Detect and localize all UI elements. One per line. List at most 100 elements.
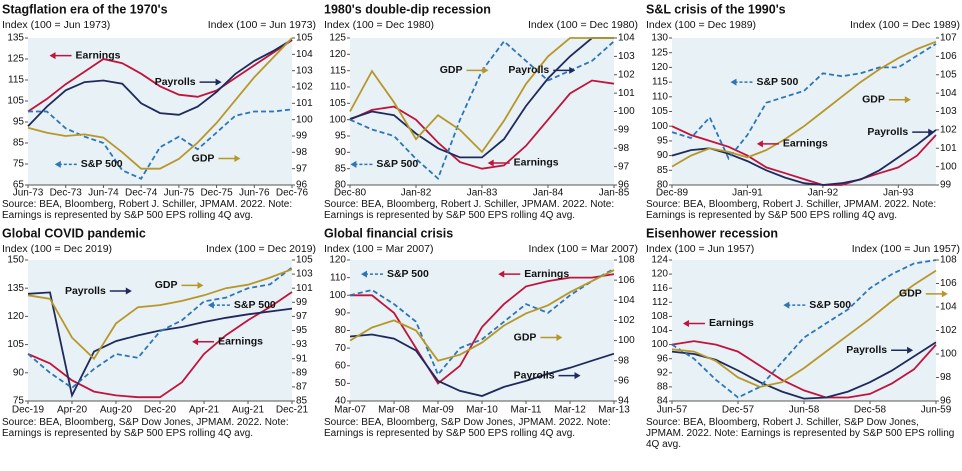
legend-arrowhead	[482, 66, 489, 74]
x-tick-label: Jan-93	[883, 188, 914, 199]
y-tick-label: 85	[657, 165, 669, 176]
y2-tick-label: 101	[618, 88, 635, 99]
plot-area	[350, 260, 614, 401]
y-tick-label: 130	[651, 33, 668, 44]
y-tick-label: 120	[651, 269, 668, 280]
legend-arrowhead	[215, 78, 222, 86]
y-axis-label: Index (100 = Dec 1989)	[646, 19, 756, 31]
source-note: Source: BEA, Bloomberg, S&P Dow Jones, J…	[2, 417, 289, 439]
y2-tick-label: 100	[296, 114, 313, 125]
y-tick-label: 110	[330, 272, 346, 283]
series-line	[349, 37, 614, 154]
y-tick-label: 100	[329, 114, 346, 125]
y2-tick-label: 97	[296, 311, 308, 322]
y-axis-label: Index (100 = Dec 1980)	[324, 19, 434, 31]
x-tick-label: Jan-92	[808, 188, 839, 199]
series-line	[27, 38, 293, 127]
y-tick-label: 120	[651, 62, 668, 73]
x-tick-label: Mar-10	[466, 405, 498, 416]
series-line	[27, 37, 293, 170]
y-tick-label: 115	[652, 77, 668, 88]
legend-label: S&P 500	[376, 158, 418, 170]
y2-tick-label: 100	[940, 349, 957, 360]
legend-label: Payrolls	[65, 285, 106, 297]
legend-label: S&P 500	[756, 76, 798, 88]
series-line	[349, 79, 615, 170]
y2-tick-label: 106	[940, 51, 957, 62]
y-tick-label: 120	[7, 311, 24, 322]
y2-tick-label: 102	[618, 69, 635, 80]
x-tick-label: Aug-21	[232, 405, 265, 416]
y2-tick-label: 97	[296, 163, 308, 174]
legend-arrowhead	[574, 372, 581, 380]
series-line	[671, 125, 937, 186]
legend-label: Payrolls	[867, 126, 908, 138]
x-tick-label: Jun-73	[13, 188, 44, 199]
y2-tick-label: 87	[296, 382, 308, 393]
y-tick-label: 90	[13, 367, 25, 378]
legend-arrowhead	[682, 319, 689, 327]
panel-title: S&L crisis of the 1990's	[646, 2, 786, 16]
series-line	[27, 39, 293, 113]
y2-tick-label: 104	[618, 33, 635, 44]
y2-axis-label: Index (100 = Dec 1989)	[850, 19, 960, 31]
y-tick-label: 80	[335, 180, 347, 191]
legend-arrowhead	[234, 155, 241, 163]
x-tick-label: Dec-19	[12, 405, 45, 416]
y-tick-label: 115	[8, 75, 24, 86]
x-tick-label: Jun-59	[921, 405, 952, 416]
y2-tick-label: 85	[296, 396, 308, 407]
y2-tick-label: 106	[618, 275, 635, 286]
y-tick-label: 115	[330, 65, 346, 76]
y2-tick-label: 104	[296, 49, 313, 60]
legend-label: Earnings	[524, 268, 569, 280]
y2-tick-label: 104	[940, 302, 957, 313]
y-tick-label: 135	[7, 33, 24, 44]
legend-label: GDP	[192, 152, 215, 164]
legend-arrowhead	[756, 140, 763, 148]
y2-tick-label: 98	[618, 143, 630, 154]
y2-tick-label: 94	[618, 396, 630, 407]
y2-tick-label: 101	[940, 143, 957, 154]
series-line	[349, 333, 615, 397]
y2-tick-label: 89	[296, 367, 308, 378]
x-tick-label: Dec-20	[144, 405, 177, 416]
legend-arrowhead	[730, 78, 737, 86]
x-tick-label: Jan-83	[467, 188, 498, 199]
y-tick-label: 95	[657, 136, 669, 147]
legend-label: Earnings	[783, 138, 828, 150]
y-tick-label: 96	[657, 353, 669, 364]
y2-tick-label: 107	[940, 33, 957, 44]
y2-tick-label: 103	[296, 65, 313, 76]
x-tick-label: Mar-07	[334, 405, 366, 416]
legend-label: Payrolls	[155, 76, 196, 88]
panel-title: Stagflation era of the 1970's	[2, 2, 168, 16]
y2-tick-label: 106	[940, 278, 957, 289]
y-tick-label: 150	[7, 255, 24, 266]
legend-arrowhead	[197, 281, 204, 289]
y-tick-label: 110	[652, 91, 668, 102]
y-tick-label: 100	[651, 121, 668, 132]
y-tick-label: 65	[13, 180, 25, 191]
legend-arrowhead	[192, 338, 199, 346]
x-tick-label: Mar-09	[422, 405, 454, 416]
x-tick-label: Apr-20	[57, 405, 87, 416]
panel-title: 1980's double-dip recession	[324, 2, 491, 16]
y-tick-label: 116	[652, 283, 668, 294]
y-tick-label: 75	[13, 159, 25, 170]
legend-arrowhead	[49, 52, 56, 60]
panel-title: Eisenhower recession	[646, 226, 778, 240]
y-tick-label: 105	[7, 96, 24, 107]
x-tick-label: Mar-08	[378, 405, 410, 416]
y-tick-label: 88	[657, 382, 669, 393]
y-tick-label: 112	[652, 297, 668, 308]
y-tick-label: 90	[657, 150, 669, 161]
series-line	[349, 269, 615, 362]
y-tick-label: 100	[329, 290, 346, 301]
y2-tick-label: 104	[940, 88, 957, 99]
x-tick-label: Mar-13	[598, 405, 630, 416]
y-tick-label: 105	[651, 106, 668, 117]
y-tick-label: 120	[329, 49, 346, 60]
legend-label: Earnings	[218, 336, 263, 348]
series-line	[28, 108, 293, 180]
